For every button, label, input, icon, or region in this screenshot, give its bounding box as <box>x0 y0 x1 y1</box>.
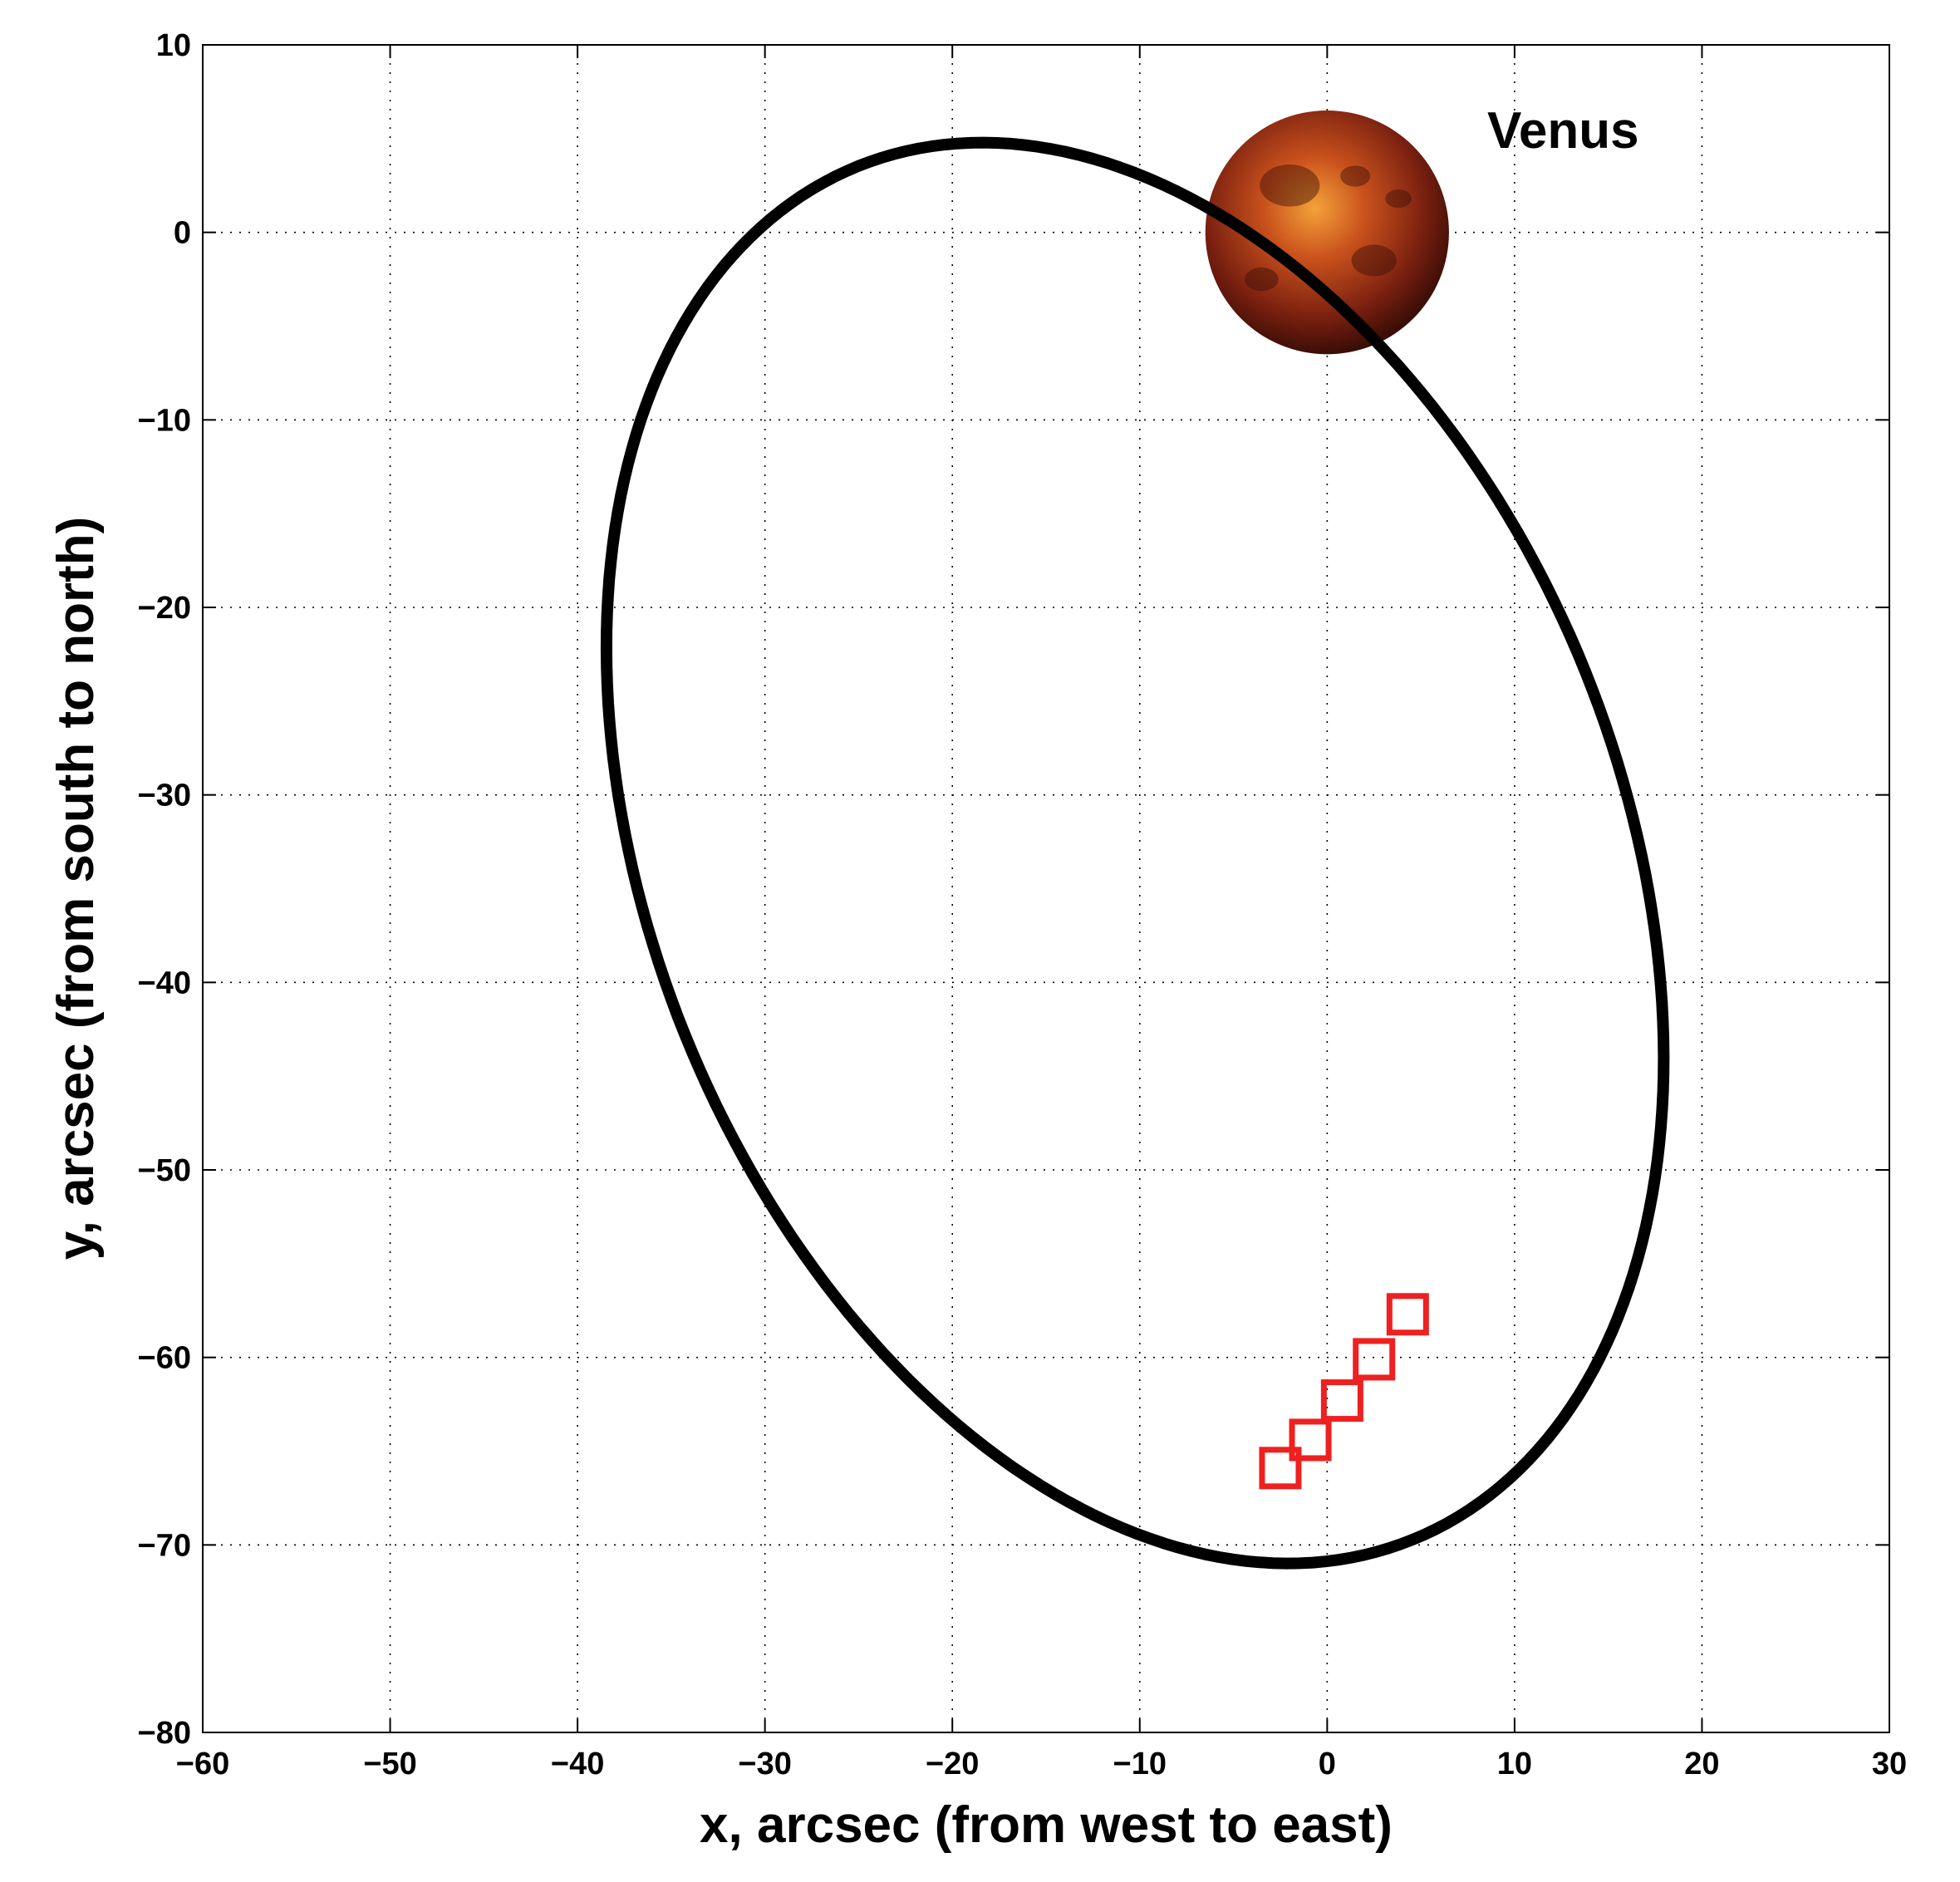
y-tick-label: 0 <box>174 216 191 251</box>
red-square-marker <box>1289 1418 1332 1462</box>
orbit-layer <box>600 136 1670 1570</box>
red-square-marker <box>1353 1338 1396 1381</box>
x-tick-label: −60 <box>176 1747 229 1781</box>
x-tick-label: 30 <box>1872 1747 1907 1781</box>
marker-layer <box>1259 1293 1429 1490</box>
red-square-marker <box>1259 1447 1302 1490</box>
y-tick-label: −70 <box>138 1528 191 1563</box>
y-tick-label: −30 <box>138 779 191 813</box>
y-tick-label: −60 <box>138 1341 191 1376</box>
y-tick-label: −50 <box>138 1153 191 1188</box>
x-tick-label: −20 <box>926 1747 979 1781</box>
venus-planet <box>1205 110 1449 355</box>
venus-surface-feature <box>1340 165 1371 187</box>
venus-surface-feature <box>1245 267 1279 292</box>
tick-layer: −60 −50 −40 −30 −20 −10 0 10 20 30 10 0 −10 −20 −30 −40… <box>138 28 1908 1781</box>
y-axis-title: y, arcsec (from south to north) <box>47 517 105 1260</box>
red-square-marker <box>1320 1379 1363 1423</box>
x-tick-label: −30 <box>738 1747 791 1781</box>
venus-disk <box>1205 110 1449 355</box>
venus-surface-feature <box>1385 189 1412 209</box>
x-axis-title: x, arcsec (from west to east) <box>700 1796 1393 1854</box>
x-tick-label: 20 <box>1684 1747 1719 1781</box>
x-tick-label: −50 <box>363 1747 416 1781</box>
red-square-marker <box>1386 1293 1429 1336</box>
y-tick-label: 10 <box>156 28 191 63</box>
venus-surface-feature <box>1260 164 1320 207</box>
y-tick-label: −10 <box>138 403 191 438</box>
y-tick-label: −80 <box>138 1716 191 1751</box>
x-tick-label: 0 <box>1319 1747 1336 1781</box>
venus-label: Venus <box>1487 102 1639 160</box>
x-tick-label: 10 <box>1497 1747 1532 1781</box>
plot-area <box>202 44 1890 1733</box>
orbit-line <box>600 136 1670 1570</box>
x-tick-label: −10 <box>1113 1747 1167 1781</box>
x-tick-label: −40 <box>551 1747 604 1781</box>
y-tick-label: −40 <box>138 966 191 1000</box>
venus-surface-feature <box>1351 244 1397 277</box>
y-tick-label: −20 <box>138 591 191 626</box>
